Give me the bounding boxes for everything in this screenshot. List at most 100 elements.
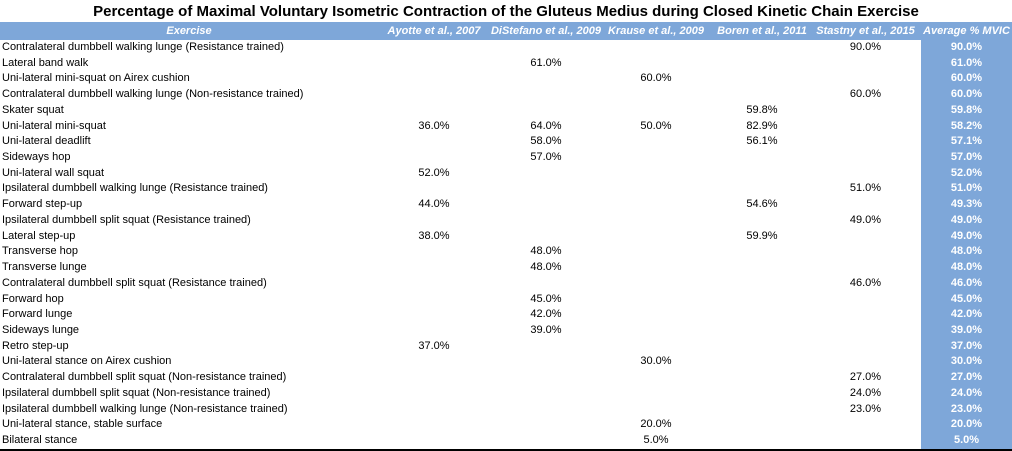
cell-exercise: Contralateral dumbbell walking lunge (No… (2, 88, 304, 101)
table-row: Contralateral dumbbell walking lunge (No… (0, 87, 1012, 103)
cell-ayotte (378, 56, 490, 72)
table-header-row: Exercise Ayotte et al., 2007 DiStefano e… (0, 22, 1012, 40)
cell-exercise: Forward hop (2, 292, 64, 305)
cell-average: 20.0% (921, 417, 1012, 433)
cell-distefano: 39.0% (530, 323, 562, 336)
table-title: Percentage of Maximal Voluntary Isometri… (93, 3, 919, 20)
cell-average: 46.0% (921, 275, 1012, 292)
cell-stastny (814, 244, 917, 260)
cell-krause (602, 40, 710, 56)
cell-stastny (814, 150, 917, 166)
cell-ayotte (378, 323, 490, 339)
cell-distefano (490, 433, 602, 449)
cell-stastny (814, 292, 917, 308)
cell-krause (602, 56, 710, 72)
cell-ayotte (378, 244, 490, 260)
col-header-boren-2011: Boren et al., 2011 (717, 25, 807, 37)
cell-average: 24.0% (921, 385, 1012, 402)
cell-boren (710, 40, 814, 56)
cell-average: 48.0% (921, 244, 1012, 261)
cell-distefano (490, 71, 602, 87)
cell-average: 52.0% (921, 165, 1012, 182)
table-row: Contralateral dumbbell walking lunge (Re… (0, 40, 1012, 56)
cell-boren (710, 292, 814, 308)
col-header-ayotte-2007: Ayotte et al., 2007 (387, 25, 481, 37)
cell-boren (710, 150, 814, 166)
cell-stastny: 49.0% (849, 213, 882, 226)
cell-exercise: Uni-lateral wall squat (2, 166, 105, 179)
cell-krause (602, 166, 710, 182)
cell-stastny (814, 119, 917, 135)
cell-krause (602, 244, 710, 260)
cell-ayotte (378, 276, 490, 292)
cell-exercise: Sideways hop (2, 151, 71, 164)
col-header-stastny-2015: Stastny et al., 2015 (816, 25, 915, 37)
cell-krause (602, 197, 710, 213)
cell-ayotte (378, 134, 490, 150)
table-row: Sideways lunge 39.0% 39.0% (0, 322, 1012, 339)
cell-boren: 54.6% (746, 198, 778, 211)
cell-distefano (490, 417, 602, 433)
cell-exercise: Ipsilateral dumbbell walking lunge (Non-… (2, 402, 288, 415)
cell-ayotte: 52.0% (418, 166, 450, 179)
table-row: Retro step-up 37.0% 37.0% (0, 338, 1012, 355)
cell-ayotte: 36.0% (418, 119, 450, 132)
cell-stastny (814, 354, 917, 370)
cell-distefano: 45.0% (530, 292, 562, 305)
table-row: Transverse lunge 48.0% 48.0% (0, 260, 1012, 276)
table-row: Ipsilateral dumbbell walking lunge (Non-… (0, 401, 1012, 418)
cell-stastny (814, 307, 917, 323)
cell-average: 49.0% (921, 212, 1012, 229)
cell-exercise: Uni-lateral mini-squat (2, 119, 106, 132)
cell-boren: 59.8% (746, 103, 778, 116)
cell-boren: 56.1% (746, 135, 778, 148)
col-header-distefano-2009: DiStefano et al., 2009 (490, 25, 602, 37)
cell-average: 90.0% (921, 40, 1012, 56)
table-row: Forward step-up 44.0% 54.6% 49.3% (0, 197, 1012, 213)
cell-krause: 5.0% (643, 433, 669, 446)
cell-distefano: 57.0% (530, 151, 562, 164)
cell-boren: 82.9% (746, 119, 778, 132)
cell-stastny (814, 323, 917, 339)
cell-average: 51.0% (921, 181, 1012, 198)
cell-krause (602, 260, 710, 276)
cell-average: 37.0% (921, 338, 1012, 355)
cell-stastny (814, 339, 917, 355)
cell-stastny: 24.0% (849, 386, 882, 399)
cell-exercise: Contralateral dumbbell split squat (Resi… (2, 276, 267, 289)
cell-ayotte (378, 386, 490, 402)
table-row: Transverse hop 48.0% 48.0% (0, 244, 1012, 261)
cell-stastny (814, 134, 917, 150)
cell-exercise: Sideways lunge (2, 323, 80, 336)
cell-average: 39.0% (921, 322, 1012, 339)
cell-stastny (814, 417, 917, 433)
cell-ayotte: 44.0% (418, 198, 450, 211)
cell-exercise: Bilateral stance (2, 433, 78, 446)
cell-average: 58.2% (921, 118, 1012, 135)
cell-average: 60.0% (921, 71, 1012, 88)
cell-ayotte (378, 292, 490, 308)
table-row: Forward hop 45.0% 45.0% (0, 291, 1012, 308)
table-row: Uni-lateral stance on Airex cushion 30.0%… (0, 354, 1012, 371)
cell-average: 49.3% (921, 197, 1012, 213)
table-row: Bilateral stance 5.0% 5.0% (0, 432, 1012, 449)
cell-distefano (490, 181, 602, 197)
table-body: Contralateral dumbbell walking lunge (Re… (0, 40, 1012, 451)
cell-stastny (814, 56, 917, 72)
cell-krause: 50.0% (640, 119, 672, 132)
cell-exercise: Skater squat (2, 103, 64, 116)
cell-ayotte (378, 87, 490, 103)
cell-stastny (814, 166, 917, 182)
col-header-exercise: Exercise (166, 25, 212, 37)
cell-boren (710, 260, 814, 276)
cell-boren (710, 166, 814, 182)
cell-exercise: Uni-lateral deadlift (2, 135, 91, 148)
cell-ayotte (378, 150, 490, 166)
table-row: Sideways hop 57.0% 57.0% (0, 150, 1012, 166)
cell-exercise: Ipsilateral dumbbell split squat (Non-re… (2, 386, 271, 399)
cell-exercise: Uni-lateral stance on Airex cushion (2, 355, 172, 368)
cell-ayotte (378, 354, 490, 370)
cell-krause (602, 307, 710, 323)
cell-exercise: Ipsilateral dumbbell split squat (Resist… (2, 213, 251, 226)
